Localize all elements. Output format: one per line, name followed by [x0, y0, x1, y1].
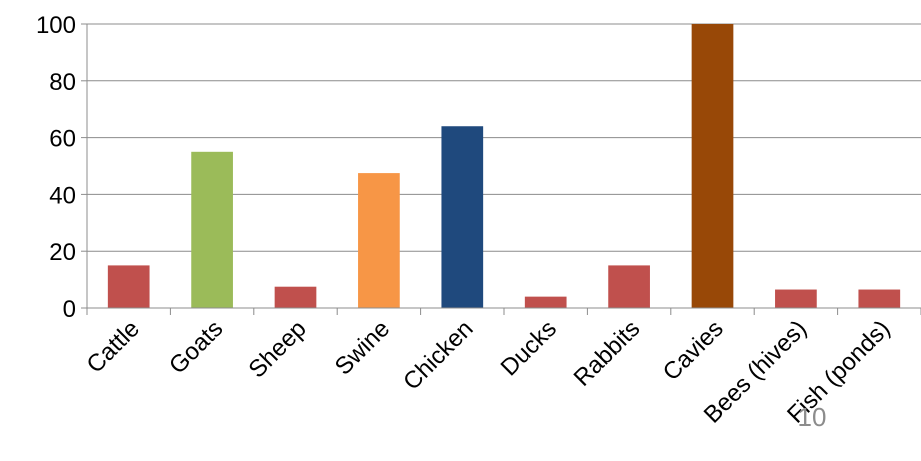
bar-bees-hives — [775, 289, 817, 308]
bar-chicken — [441, 126, 484, 309]
bar-swine — [358, 173, 400, 308]
page-number: 10 — [798, 402, 827, 432]
y-tick-label: 60 — [49, 126, 76, 153]
y-tick-label: 80 — [49, 69, 76, 96]
category-label: Rabbits — [569, 315, 646, 392]
category-label: Chicken — [398, 315, 478, 395]
y-tick-label: 20 — [49, 239, 76, 266]
category-label: Cattle — [82, 315, 145, 378]
category-label: Swine — [330, 315, 395, 380]
category-label: Sheep — [244, 315, 312, 383]
category-labels: Cattle Goats Sheep Swine Chicken Ducks Rabbits… — [82, 315, 896, 428]
y-tick-label: 100 — [36, 12, 76, 39]
bar-sheep — [274, 286, 317, 308]
axes — [81, 23, 921, 315]
y-tick-labels: 0 20 40 60 80 100 — [36, 12, 76, 323]
category-label: Cavies — [658, 315, 729, 386]
bar-cattle — [107, 265, 150, 308]
y-tick-label: 40 — [49, 182, 76, 209]
bars — [107, 24, 901, 309]
bar-goats — [191, 151, 233, 308]
category-label: Goats — [164, 315, 228, 379]
bar-rabbits — [608, 265, 650, 308]
bar-cavies — [691, 24, 734, 308]
category-label: Ducks — [496, 315, 562, 381]
bar-ducks — [524, 296, 567, 308]
bar-fish-ponds — [858, 289, 901, 308]
y-tick-label: 0 — [63, 296, 76, 323]
